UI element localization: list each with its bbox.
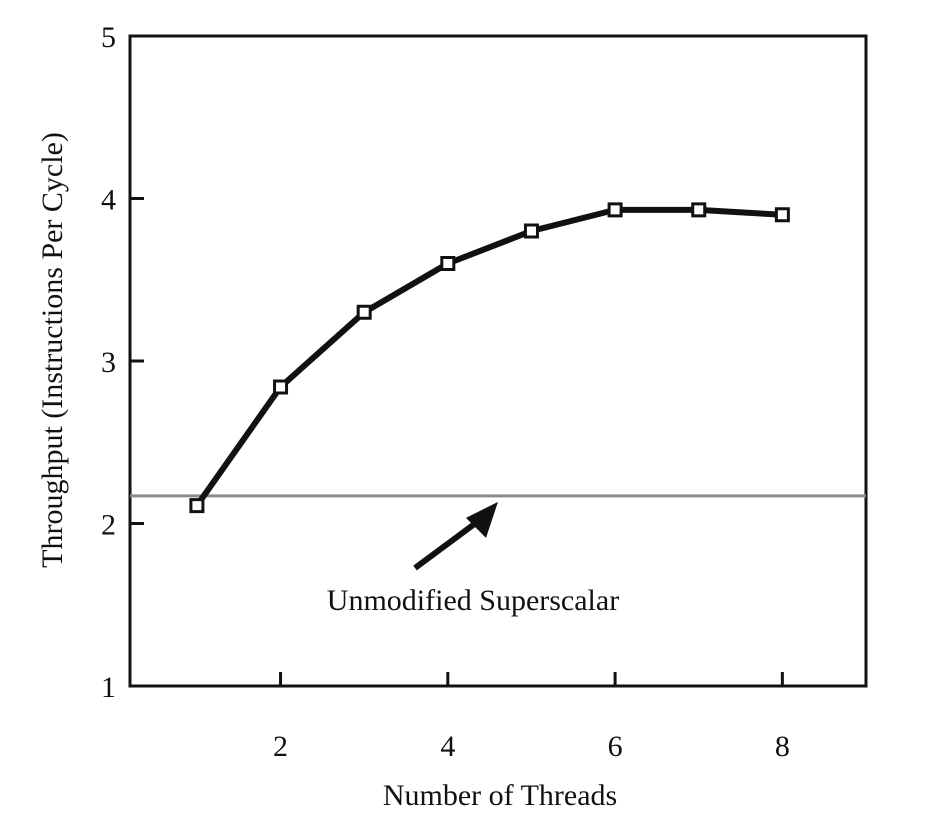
y-axis-title: Throughput (Instructions Per Cycle) [36, 132, 69, 568]
annotation-arrow-shaft [413, 517, 482, 571]
series-group [189, 202, 790, 514]
y-tick-label: 3 [101, 346, 116, 379]
reference-line-label: Unmodified Superscalar [327, 584, 619, 617]
annotation-arrow-head [466, 501, 498, 538]
data-point-marker [523, 223, 539, 239]
x-tick-label: 2 [273, 730, 288, 763]
y-tick-label: 5 [101, 21, 116, 54]
data-point-marker [356, 304, 372, 320]
data-point-marker [691, 202, 707, 218]
series-line [194, 206, 783, 508]
data-point-marker [607, 202, 623, 218]
x-tick-label: 6 [608, 730, 623, 763]
y-tick-label: 4 [101, 184, 116, 217]
y-tick-label: 2 [101, 509, 116, 542]
tick-group: 1 2 3 4 5 2 4 6 8 [101, 21, 790, 763]
y-tick-label: 1 [101, 671, 116, 704]
x-tick-label: 8 [775, 730, 790, 763]
x-axis-title: Number of Threads [383, 779, 617, 812]
data-point-marker [774, 207, 790, 223]
x-tick-label: 4 [440, 730, 455, 763]
data-point-marker [189, 498, 205, 514]
data-point-marker [440, 256, 456, 271]
data-point-marker [273, 379, 289, 395]
annotation-group: Unmodified Superscalar [327, 501, 619, 617]
